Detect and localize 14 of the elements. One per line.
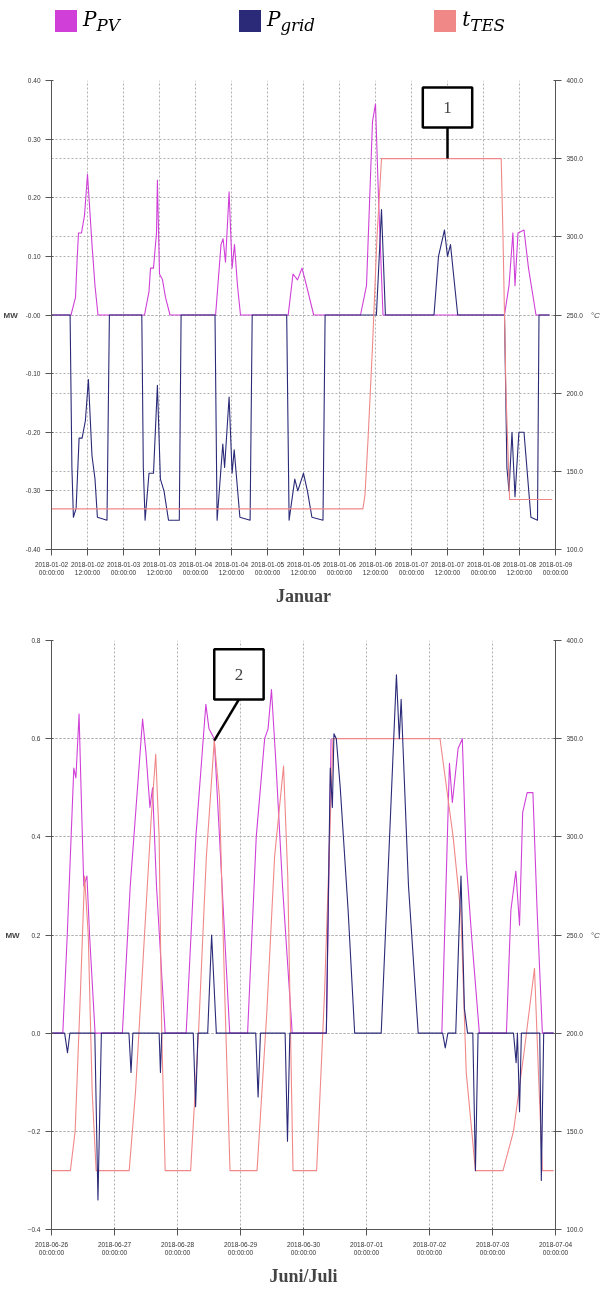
annotation: 1 <box>443 97 452 117</box>
legend-label: t$_{TES}$ <box>462 6 505 37</box>
y2-axis-title: °C <box>590 310 600 320</box>
legend-label: P$_{PV}$ <box>83 6 120 37</box>
line-series <box>51 158 553 510</box>
text: Juni/Juli <box>269 1265 338 1286</box>
line-series <box>51 738 555 1172</box>
y2-axis-title: °C <box>590 930 600 940</box>
legend-label: P$_{grid}$ <box>266 6 316 37</box>
line-series <box>51 208 551 521</box>
y-axis-title: MW <box>3 310 19 320</box>
annotation: 2 <box>234 664 244 684</box>
y-axis-title: MW <box>5 930 21 940</box>
text: Januar <box>275 585 332 606</box>
